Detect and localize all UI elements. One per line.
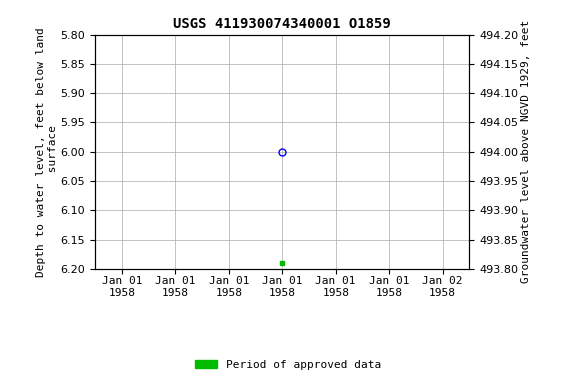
Title: USGS 411930074340001 O1859: USGS 411930074340001 O1859 xyxy=(173,17,391,31)
Y-axis label: Depth to water level, feet below land
 surface: Depth to water level, feet below land su… xyxy=(36,27,58,276)
Y-axis label: Groundwater level above NGVD 1929, feet: Groundwater level above NGVD 1929, feet xyxy=(521,20,531,283)
Legend: Period of approved data: Period of approved data xyxy=(191,356,385,375)
